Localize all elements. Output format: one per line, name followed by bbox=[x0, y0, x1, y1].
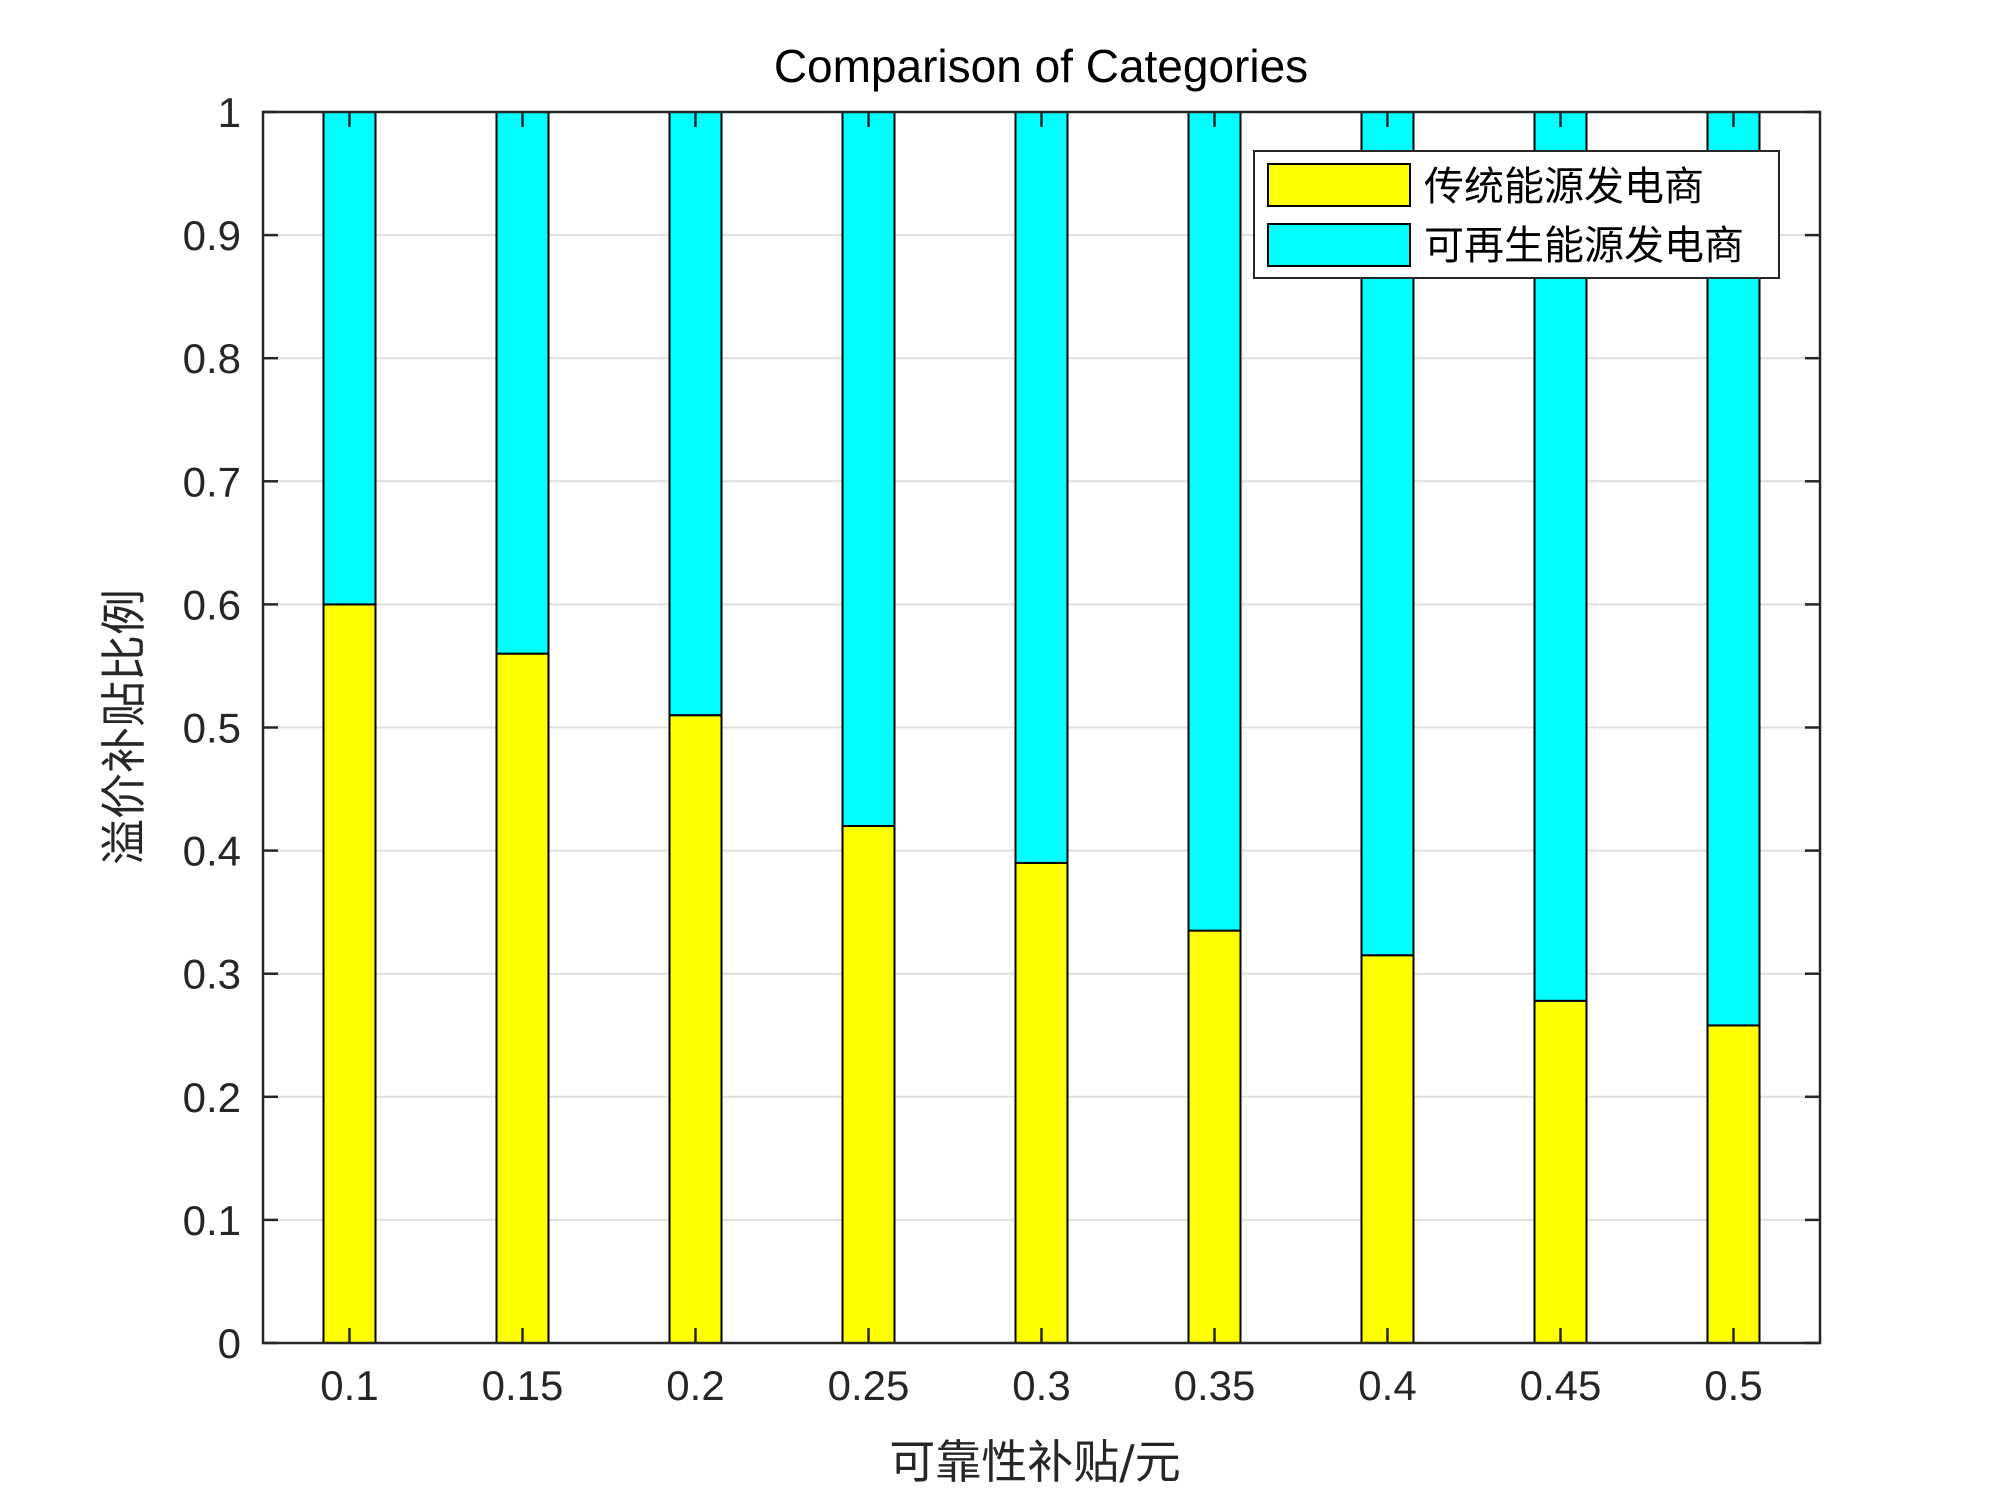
x-tick-label: 0.4 bbox=[1358, 1362, 1416, 1409]
bar-renewable bbox=[1014, 111, 1069, 864]
bar-conventional bbox=[322, 603, 377, 1344]
y-tick-label: 0.5 bbox=[183, 705, 241, 752]
tick-marks bbox=[263, 110, 1820, 1345]
legend-swatch-renewable bbox=[1267, 223, 1411, 267]
x-tick-label: 0.1 bbox=[320, 1362, 378, 1409]
y-tick-label: 0.1 bbox=[183, 1197, 241, 1244]
bar-conventional bbox=[841, 824, 896, 1344]
y-tick-label: 0.6 bbox=[183, 581, 241, 628]
y-tick-label: 0.7 bbox=[183, 458, 241, 505]
bar-conventional bbox=[668, 714, 723, 1344]
y-tick-labels: 0 0.1 0.2 0.3 0.4 0.5 0.6 0.7 0.8 0.9 1 bbox=[183, 89, 241, 1367]
bar-conventional bbox=[1533, 999, 1588, 1344]
y-tick-label: 0.4 bbox=[183, 828, 241, 875]
y-axis-label: 溢价补贴比例 bbox=[97, 589, 151, 865]
x-tick-label: 0.3 bbox=[1012, 1362, 1070, 1409]
x-axis-label: 可靠性补贴/元 bbox=[889, 1435, 1181, 1489]
bar-renewable bbox=[1187, 111, 1242, 932]
x-tick-label: 0.5 bbox=[1704, 1362, 1762, 1409]
x-tick-label: 0.2 bbox=[666, 1362, 724, 1409]
legend-label-renewable: 可再生能源发电商 bbox=[1424, 223, 1744, 269]
bar-renewable bbox=[841, 111, 896, 827]
legend-swatch-conventional bbox=[1267, 163, 1411, 207]
y-tick-label: 0.8 bbox=[183, 335, 241, 382]
bar-renewable bbox=[322, 111, 377, 606]
y-tick-label: 0.9 bbox=[183, 212, 241, 259]
y-tick-label: 1 bbox=[218, 89, 241, 136]
legend: 传统能源发电商 可再生能源发电商 bbox=[1253, 150, 1780, 279]
bar-conventional bbox=[1706, 1024, 1761, 1344]
bar-conventional bbox=[1187, 929, 1242, 1344]
bars bbox=[322, 111, 1761, 1344]
x-tick-labels: 0.1 0.15 0.2 0.25 0.3 0.35 0.4 0.45 0.5 bbox=[320, 1362, 1762, 1409]
y-tick-label: 0.3 bbox=[183, 951, 241, 998]
bar-conventional bbox=[1014, 861, 1069, 1344]
bar-conventional bbox=[1360, 954, 1415, 1344]
y-tick-label: 0 bbox=[218, 1320, 241, 1367]
x-tick-label: 0.15 bbox=[482, 1362, 564, 1409]
legend-label-conventional: 传统能源发电商 bbox=[1424, 164, 1704, 210]
chart-title: Comparison of Categories bbox=[774, 40, 1308, 92]
x-tick-label: 0.45 bbox=[1520, 1362, 1602, 1409]
bar-renewable bbox=[495, 111, 550, 655]
y-tick-label: 0.2 bbox=[183, 1074, 241, 1121]
bar-renewable bbox=[668, 111, 723, 717]
x-tick-label: 0.25 bbox=[828, 1362, 910, 1409]
bar-conventional bbox=[495, 652, 550, 1344]
x-tick-label: 0.35 bbox=[1174, 1362, 1256, 1409]
